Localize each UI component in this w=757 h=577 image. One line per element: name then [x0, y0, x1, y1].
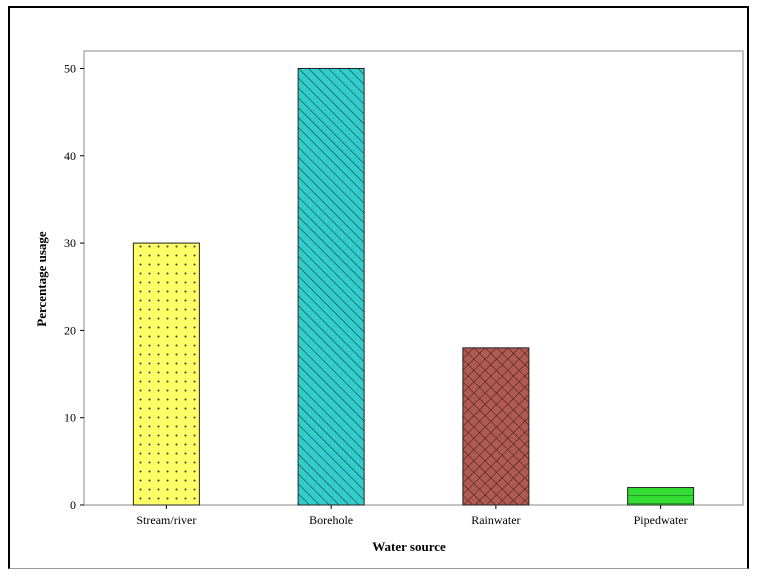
- y-axis-title: Percentage usage: [34, 231, 49, 327]
- y-tick-label: 20: [64, 323, 76, 337]
- bar-chart: 0 10 20 30 40 50 Stream/river Borehole Rainwate…: [34, 50, 744, 554]
- x-tick-label: Borehole: [309, 513, 353, 527]
- bars: [132, 67, 695, 506]
- y-tick-label: 50: [64, 61, 76, 75]
- y-tick-label: 30: [64, 236, 76, 250]
- x-axis-title: Water source: [372, 539, 446, 554]
- figure-frame: 0 10 20 30 40 50 Stream/river Borehole Rainwate…: [8, 6, 749, 569]
- x-tick-label: Stream/river: [136, 513, 196, 527]
- x-tick-label: Pipedwater: [634, 513, 688, 527]
- bar-pipedwater: [627, 487, 695, 506]
- y-tick-label: 10: [64, 411, 76, 425]
- bar-borehole: [297, 67, 365, 506]
- bar-rainwater: [462, 347, 530, 506]
- x-axis: Stream/river Borehole Rainwater Pipedwater: [136, 505, 688, 527]
- x-tick-label: Rainwater: [471, 513, 520, 527]
- y-tick-label: 0: [70, 498, 76, 512]
- y-axis: 0 10 20 30 40 50: [64, 61, 84, 512]
- bar-stream-river: [132, 242, 200, 506]
- y-tick-label: 40: [64, 149, 76, 163]
